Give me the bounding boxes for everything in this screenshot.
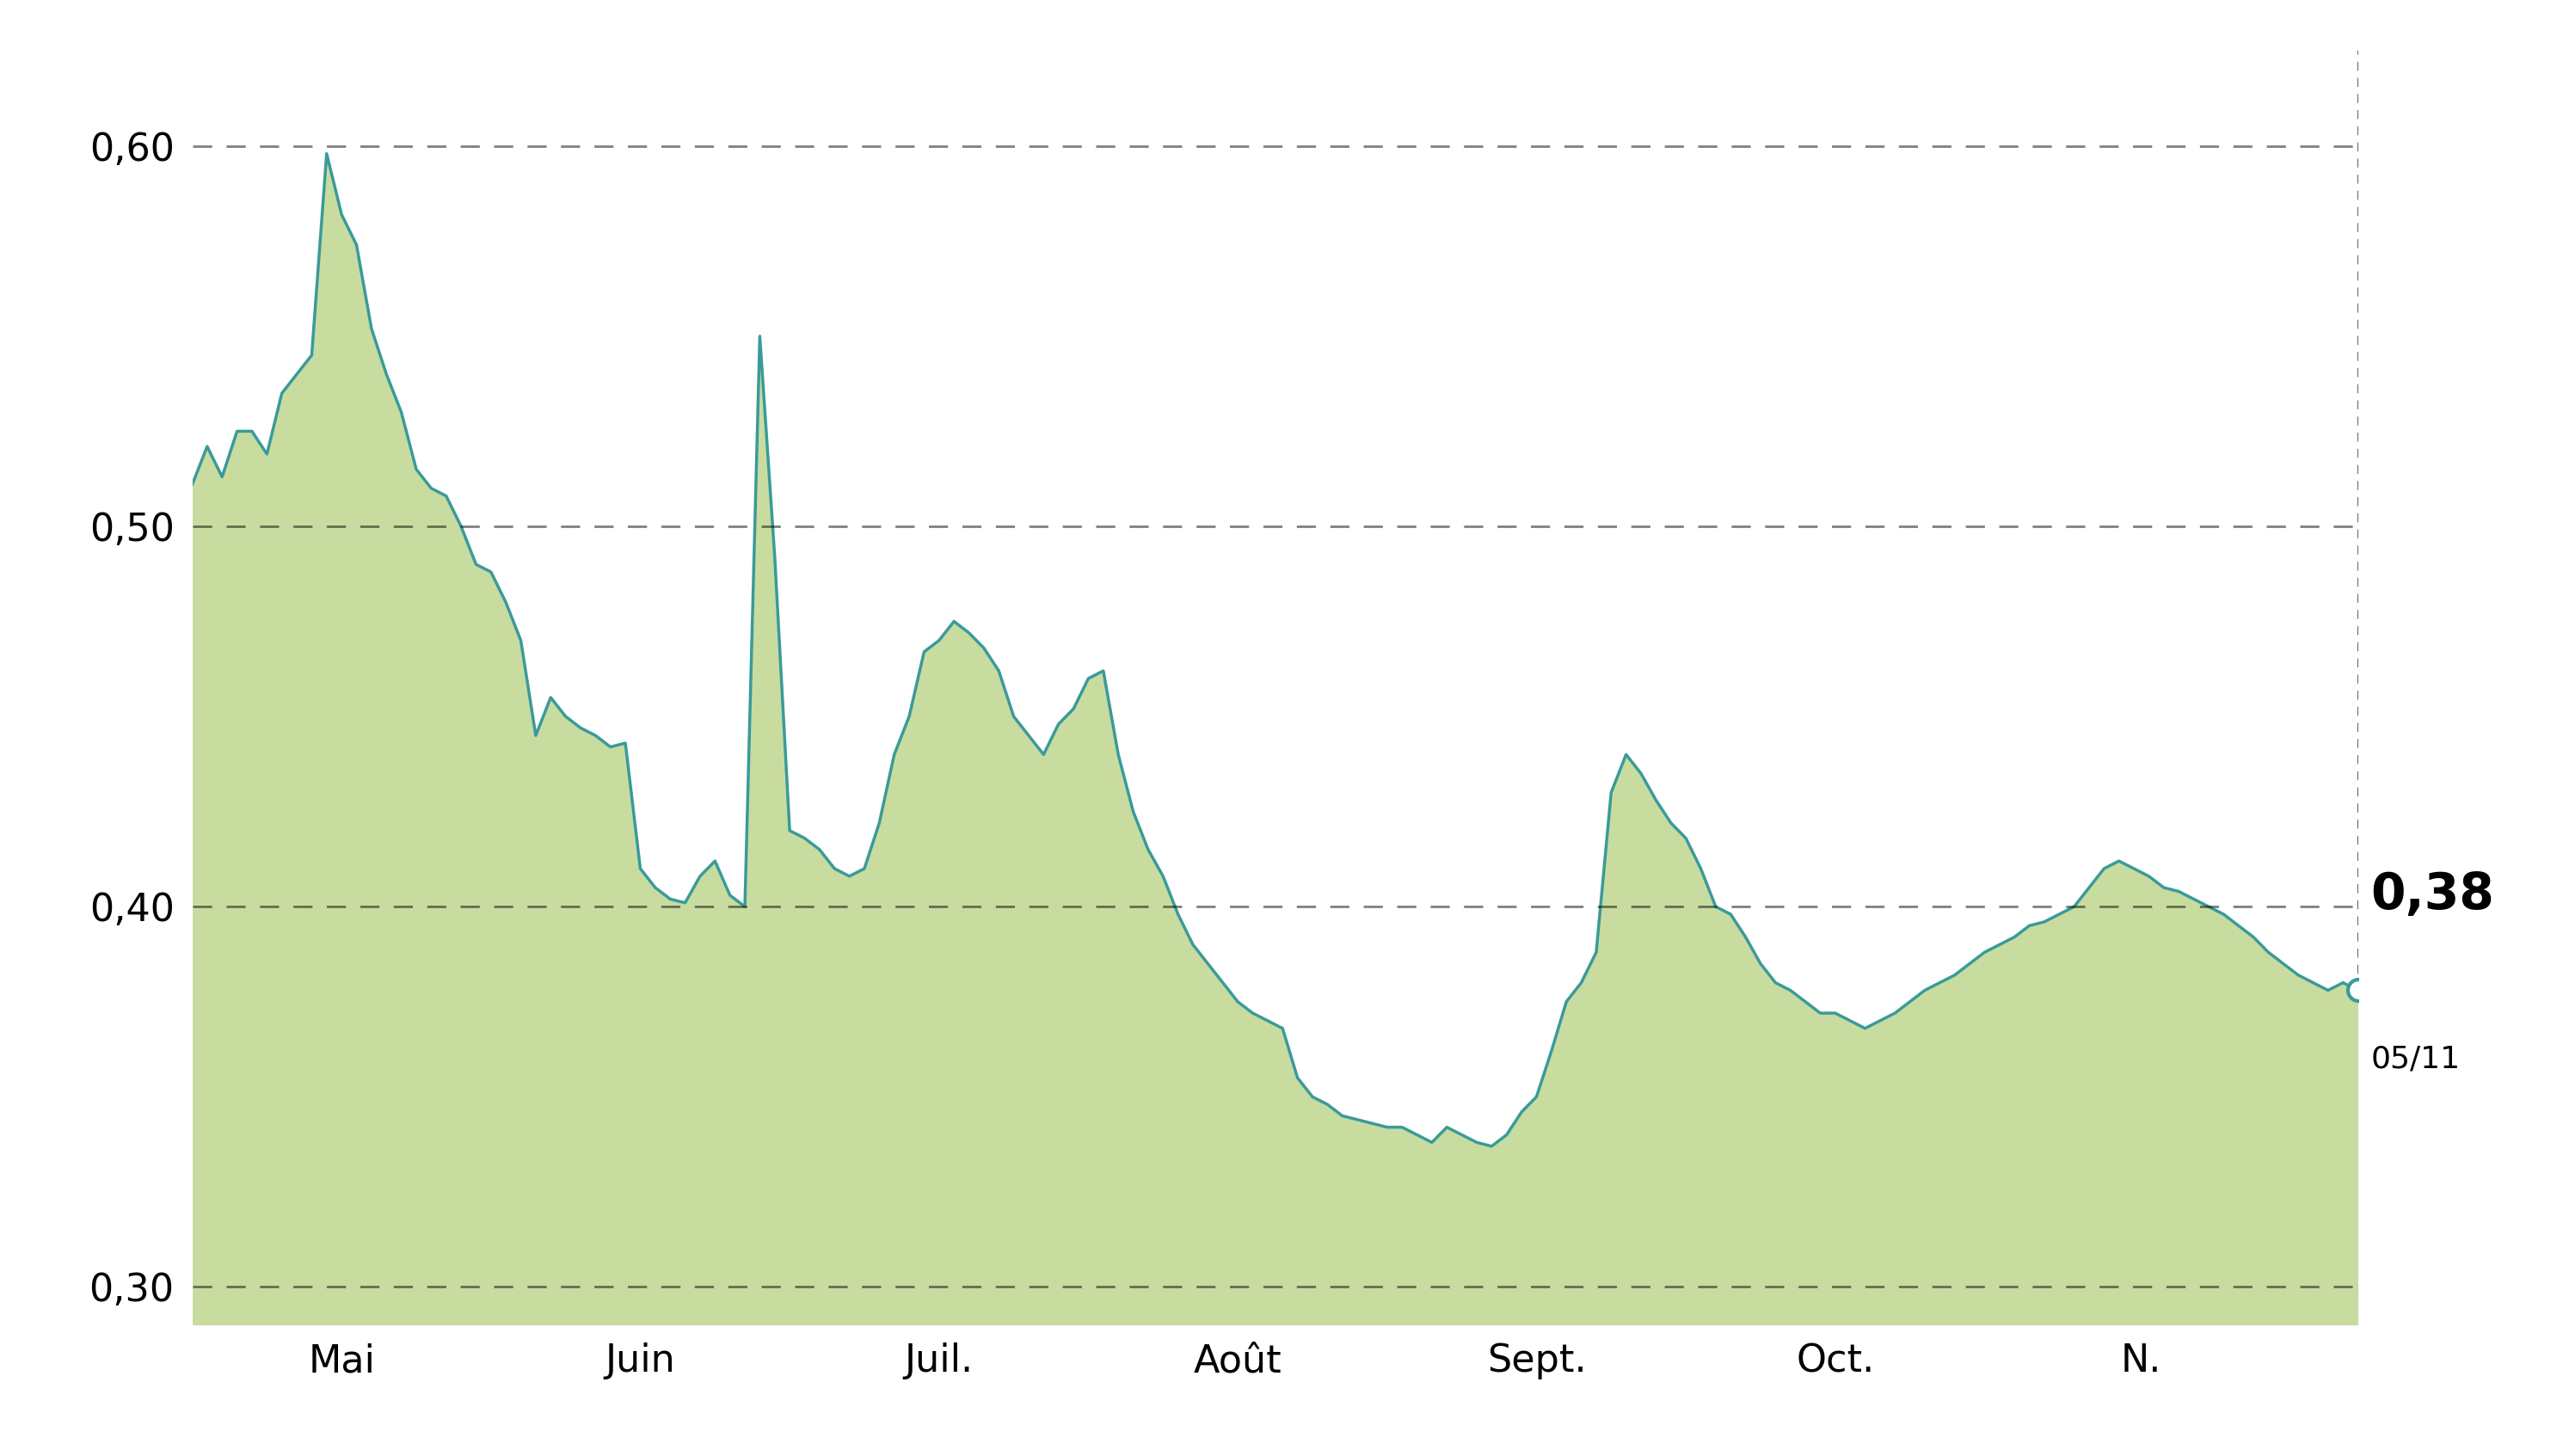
Text: India Globalization Capital, Inc.: India Globalization Capital, Inc. — [692, 54, 1871, 118]
Text: 0,38: 0,38 — [2371, 871, 2494, 920]
Text: 05/11: 05/11 — [2371, 1044, 2460, 1073]
